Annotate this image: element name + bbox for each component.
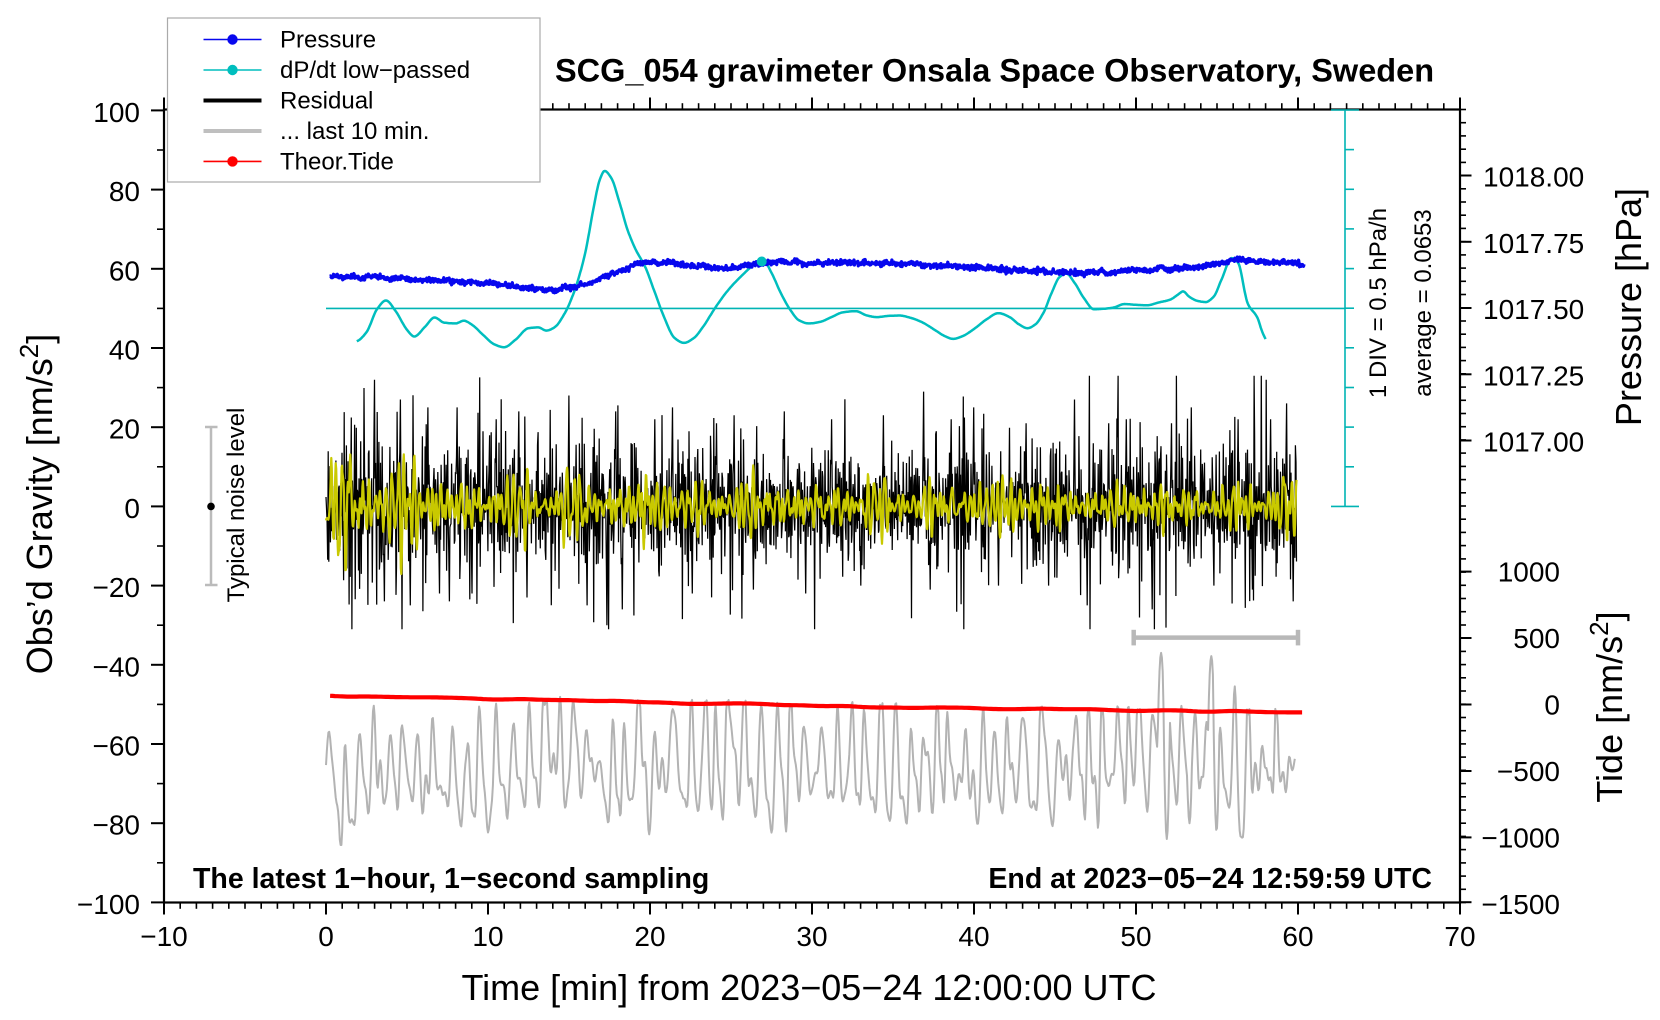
svg-text:dP/dt low−passed: dP/dt low−passed: [280, 57, 470, 84]
svg-text:SCG_054 gravimeter Onsala Spac: SCG_054 gravimeter Onsala Space Observat…: [555, 53, 1434, 89]
svg-text:Tide [nm/s2]: Tide [nm/s2]: [1584, 611, 1630, 802]
svg-text:−1000: −1000: [1481, 822, 1560, 853]
svg-text:60: 60: [1282, 921, 1313, 952]
svg-text:−500: −500: [1497, 756, 1560, 787]
svg-text:1018.00: 1018.00: [1483, 162, 1584, 193]
svg-text:1 DIV = 0.5 hPa/h: 1 DIV = 0.5 hPa/h: [1365, 208, 1392, 398]
svg-text:Pressure [hPa]: Pressure [hPa]: [1608, 188, 1649, 426]
svg-text:1017.25: 1017.25: [1483, 360, 1584, 391]
svg-text:40: 40: [958, 921, 989, 952]
svg-text:Time [min] from 2023−05−24 12:: Time [min] from 2023−05−24 12:00:00 UTC: [461, 967, 1156, 1008]
svg-text:1000: 1000: [1498, 557, 1560, 588]
svg-text:10: 10: [472, 921, 503, 952]
svg-text:30: 30: [796, 921, 827, 952]
svg-text:The latest 1−hour, 1−second sa: The latest 1−hour, 1−second sampling: [193, 863, 709, 895]
svg-text:−100: −100: [77, 889, 140, 920]
svg-text:−10: −10: [140, 921, 188, 952]
svg-text:50: 50: [1120, 921, 1151, 952]
svg-text:−40: −40: [93, 651, 141, 682]
svg-text:−20: −20: [93, 572, 141, 603]
svg-text:20: 20: [634, 921, 665, 952]
svg-text:0: 0: [1544, 690, 1560, 721]
svg-text:1017.50: 1017.50: [1483, 294, 1584, 325]
svg-text:500: 500: [1513, 623, 1560, 654]
svg-text:... last 10 min.: ... last 10 min.: [280, 118, 429, 145]
svg-text:60: 60: [109, 255, 140, 286]
svg-text:0: 0: [318, 921, 334, 952]
svg-text:70: 70: [1444, 921, 1475, 952]
svg-text:End at 2023−05−24 12:59:59 UTC: End at 2023−05−24 12:59:59 UTC: [988, 863, 1432, 895]
svg-text:20: 20: [109, 414, 140, 445]
svg-text:−1500: −1500: [1481, 889, 1560, 920]
svg-text:Residual: Residual: [280, 88, 373, 115]
svg-text:Theor.Tide: Theor.Tide: [280, 149, 394, 176]
svg-text:100: 100: [93, 97, 140, 128]
svg-text:−60: −60: [93, 731, 141, 762]
svg-text:average = 0.0653: average = 0.0653: [1410, 209, 1437, 397]
svg-text:Typical noise level: Typical noise level: [223, 408, 250, 603]
svg-text:0: 0: [124, 493, 140, 524]
svg-text:Pressure: Pressure: [280, 27, 376, 54]
svg-text:1017.75: 1017.75: [1483, 228, 1584, 259]
svg-text:Obs’d Gravity [nm/s2]: Obs’d Gravity [nm/s2]: [14, 334, 60, 675]
svg-text:1017.00: 1017.00: [1483, 427, 1584, 458]
svg-text:−80: −80: [93, 810, 141, 841]
svg-text:40: 40: [109, 335, 140, 366]
svg-text:80: 80: [109, 176, 140, 207]
